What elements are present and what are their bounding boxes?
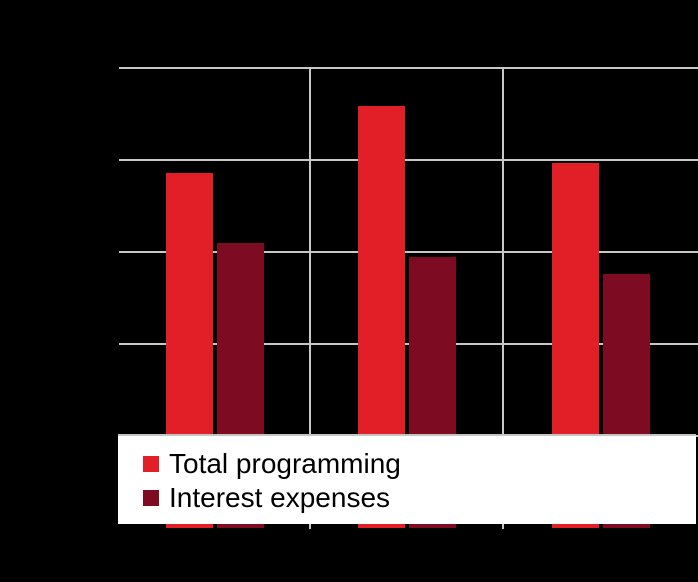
legend-item-total-programming: Total programming <box>143 447 696 481</box>
legend-label-total-programming: Total programming <box>169 448 401 479</box>
chart-legend: Total programming Interest expenses <box>118 434 696 524</box>
vertical-gridline <box>309 68 311 529</box>
legend-item-interest-expenses: Interest expenses <box>143 481 696 515</box>
horizontal-gridline <box>119 159 698 161</box>
horizontal-gridline <box>119 251 698 253</box>
horizontal-gridline <box>119 67 698 69</box>
vertical-gridline <box>502 68 504 529</box>
legend-swatch-interest-expenses <box>143 490 159 506</box>
legend-swatch-total-programming <box>143 456 159 472</box>
legend-label-interest-expenses: Interest expenses <box>169 482 391 513</box>
